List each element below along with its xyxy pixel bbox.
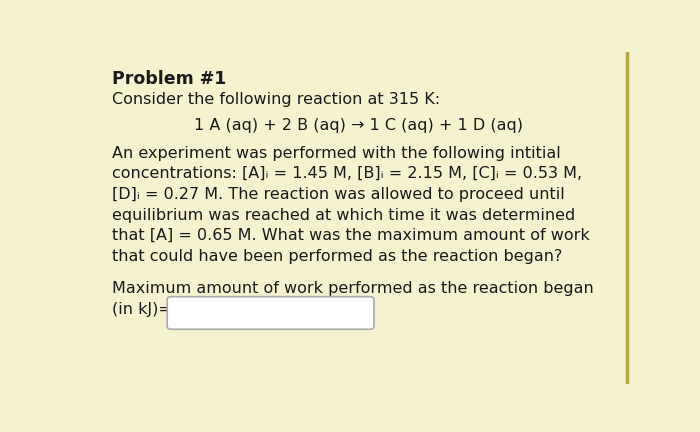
Text: Maximum amount of work performed as the reaction began: Maximum amount of work performed as the … [112, 281, 594, 296]
Text: that [A] = 0.65 M. What was the maximum amount of work: that [A] = 0.65 M. What was the maximum … [112, 228, 589, 243]
Text: 1 A (aq) + 2 B (aq) → 1 C (aq) + 1 D (aq): 1 A (aq) + 2 B (aq) → 1 C (aq) + 1 D (aq… [195, 118, 524, 133]
Text: concentrations: [A]ᵢ = 1.45 M, [B]ᵢ = 2.15 M, [C]ᵢ = 0.53 M,: concentrations: [A]ᵢ = 1.45 M, [B]ᵢ = 2.… [112, 166, 582, 181]
Text: that could have been performed as the reaction began?: that could have been performed as the re… [112, 249, 562, 264]
Text: (in kJ)=: (in kJ)= [112, 302, 172, 317]
Text: Problem #1: Problem #1 [112, 70, 226, 88]
FancyBboxPatch shape [167, 297, 374, 329]
Text: Consider the following reaction at 315 K:: Consider the following reaction at 315 K… [112, 92, 440, 108]
Text: [D]ᵢ = 0.27 M. The reaction was allowed to proceed until: [D]ᵢ = 0.27 M. The reaction was allowed … [112, 187, 565, 202]
Text: equilibrium was reached at which time it was determined: equilibrium was reached at which time it… [112, 207, 575, 222]
Text: An experiment was performed with the following intitial: An experiment was performed with the fol… [112, 146, 561, 161]
